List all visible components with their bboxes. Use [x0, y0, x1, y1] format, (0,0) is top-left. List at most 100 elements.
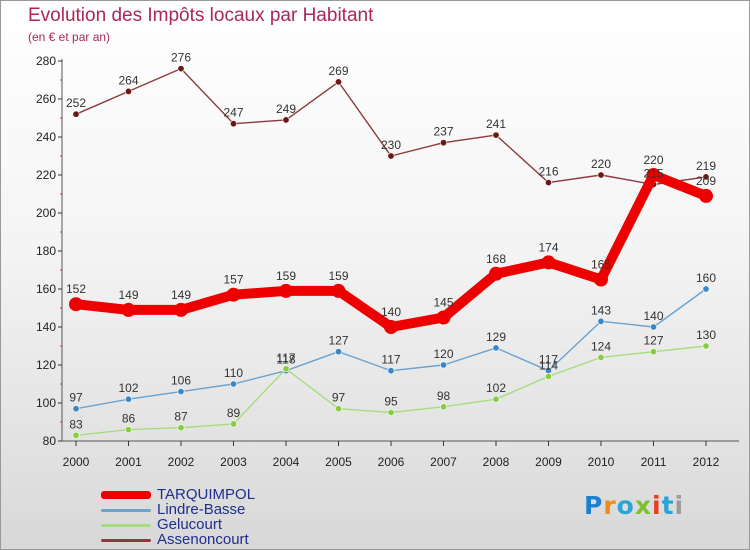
data-point-tarquimpol [384, 320, 398, 334]
data-label-gelucourt: 117 [276, 351, 295, 365]
data-point-tarquimpol [121, 302, 136, 317]
data-label-gelucourt: 98 [437, 389, 451, 403]
data-point-tarquimpol [646, 168, 661, 182]
legend-swatch-gelucourt [101, 523, 151, 527]
data-point-lindre-basse [702, 285, 710, 293]
x-tick-label: 2001 [115, 455, 142, 469]
data-point-lindre-basse [230, 380, 238, 388]
legend-label-tarquimpol: TARQUIMPOL [157, 486, 256, 503]
data-point-lindre-basse [597, 317, 605, 325]
x-tick-label: 2004 [273, 455, 300, 469]
x-tick-label: 2007 [430, 455, 457, 469]
logo-letter: P [584, 491, 604, 520]
data-point-assenoncourt [72, 110, 80, 118]
data-label-assenoncourt: 247 [223, 106, 243, 120]
data-point-tarquimpol [226, 287, 241, 302]
logo-letter: t [661, 491, 675, 520]
data-point-gelucourt [230, 420, 238, 428]
legend-label-lindre-basse: Lindre-Basse [157, 501, 246, 518]
data-label-assenoncourt: 230 [381, 138, 401, 152]
logo-letter: i [674, 491, 685, 520]
data-point-lindre-basse [649, 323, 657, 331]
data-label-lindre-basse: 97 [69, 391, 83, 405]
data-label-assenoncourt: 237 [433, 125, 453, 139]
y-tick-label: 80 [43, 434, 57, 448]
data-point-gelucourt [597, 353, 605, 361]
data-label-gelucourt: 83 [69, 417, 83, 431]
data-label-lindre-basse: 110 [224, 366, 243, 380]
x-tick-label: 2006 [378, 455, 405, 469]
data-label-assenoncourt: 249 [276, 102, 296, 116]
logo-letter: o [616, 491, 635, 520]
data-label-assenoncourt: 269 [328, 64, 348, 78]
data-point-lindre-basse [439, 361, 447, 369]
data-label-tarquimpol: 149 [171, 288, 191, 302]
data-label-lindre-basse: 117 [381, 353, 400, 367]
data-point-gelucourt [125, 426, 133, 434]
data-point-tarquimpol [174, 302, 188, 317]
data-point-lindre-basse [334, 348, 342, 356]
data-label-assenoncourt: 241 [486, 117, 506, 131]
proxiti-logo: Proxiti [584, 491, 684, 520]
chart-subtitle: (en € et par an) [28, 30, 111, 44]
y-tick-label: 140 [36, 320, 56, 334]
data-point-assenoncourt [544, 179, 552, 187]
legend-swatch-lindre-basse [101, 508, 151, 512]
data-point-gelucourt [282, 365, 290, 373]
data-label-gelucourt: 130 [696, 328, 716, 342]
data-label-lindre-basse: 118 [276, 353, 295, 367]
x-tick-label: 2000 [63, 455, 90, 469]
data-point-lindre-basse [72, 405, 80, 413]
data-label-gelucourt: 87 [174, 410, 188, 424]
data-point-assenoncourt [492, 131, 500, 139]
data-point-gelucourt [72, 431, 80, 439]
x-tick-label: 2009 [535, 455, 562, 469]
logo-letter: r [603, 491, 617, 520]
data-label-gelucourt: 97 [332, 391, 346, 405]
data-point-tarquimpol [69, 297, 83, 312]
legend-item-gelucourt: Gelucourt [101, 517, 361, 533]
data-label-gelucourt: 127 [643, 334, 663, 348]
data-label-tarquimpol: 168 [486, 252, 506, 266]
data-label-lindre-basse: 106 [171, 374, 191, 388]
data-point-gelucourt [544, 372, 552, 380]
data-point-lindre-basse [387, 367, 395, 375]
data-label-assenoncourt: 215 [643, 167, 663, 181]
data-point-lindre-basse [492, 344, 500, 352]
data-label-tarquimpol: 149 [118, 288, 138, 302]
legend-item-tarquimpol: TARQUIMPOL [101, 487, 361, 503]
data-label-lindre-basse: 117 [539, 353, 558, 367]
data-label-gelucourt: 95 [384, 395, 398, 409]
data-point-tarquimpol [489, 266, 503, 281]
data-label-lindre-basse: 143 [591, 303, 611, 317]
data-point-tarquimpol [699, 188, 713, 203]
data-label-tarquimpol: 209 [696, 174, 716, 188]
data-label-lindre-basse: 120 [433, 347, 453, 361]
logo-letter: x [634, 491, 652, 520]
data-point-lindre-basse [125, 395, 133, 403]
data-label-gelucourt: 124 [591, 339, 611, 353]
data-label-assenoncourt: 219 [696, 159, 716, 173]
data-label-tarquimpol: 157 [223, 273, 243, 287]
data-point-gelucourt [649, 348, 657, 356]
legend-label-gelucourt: Gelucourt [157, 516, 223, 533]
legend-item-lindre-basse: Lindre-Basse [101, 502, 361, 518]
data-point-gelucourt [387, 408, 395, 416]
data-label-gelucourt: 86 [122, 412, 136, 426]
data-label-assenoncourt: 264 [118, 73, 138, 87]
y-tick-label: 240 [36, 130, 56, 144]
data-point-assenoncourt [230, 120, 238, 128]
data-label-lindre-basse: 129 [486, 330, 506, 344]
data-point-tarquimpol [594, 272, 608, 287]
series-line-assenoncourt [75, 67, 707, 186]
data-point-assenoncourt [282, 116, 290, 124]
data-label-tarquimpol: 140 [381, 305, 401, 319]
chart-title: Evolution des Impôts locaux par Habitant [28, 5, 374, 26]
data-point-assenoncourt [177, 65, 185, 73]
data-point-gelucourt [702, 342, 710, 350]
data-label-tarquimpol: 145 [433, 296, 453, 310]
legend-item-assenoncourt: Assenoncourt [101, 532, 361, 548]
data-point-gelucourt [439, 403, 447, 411]
